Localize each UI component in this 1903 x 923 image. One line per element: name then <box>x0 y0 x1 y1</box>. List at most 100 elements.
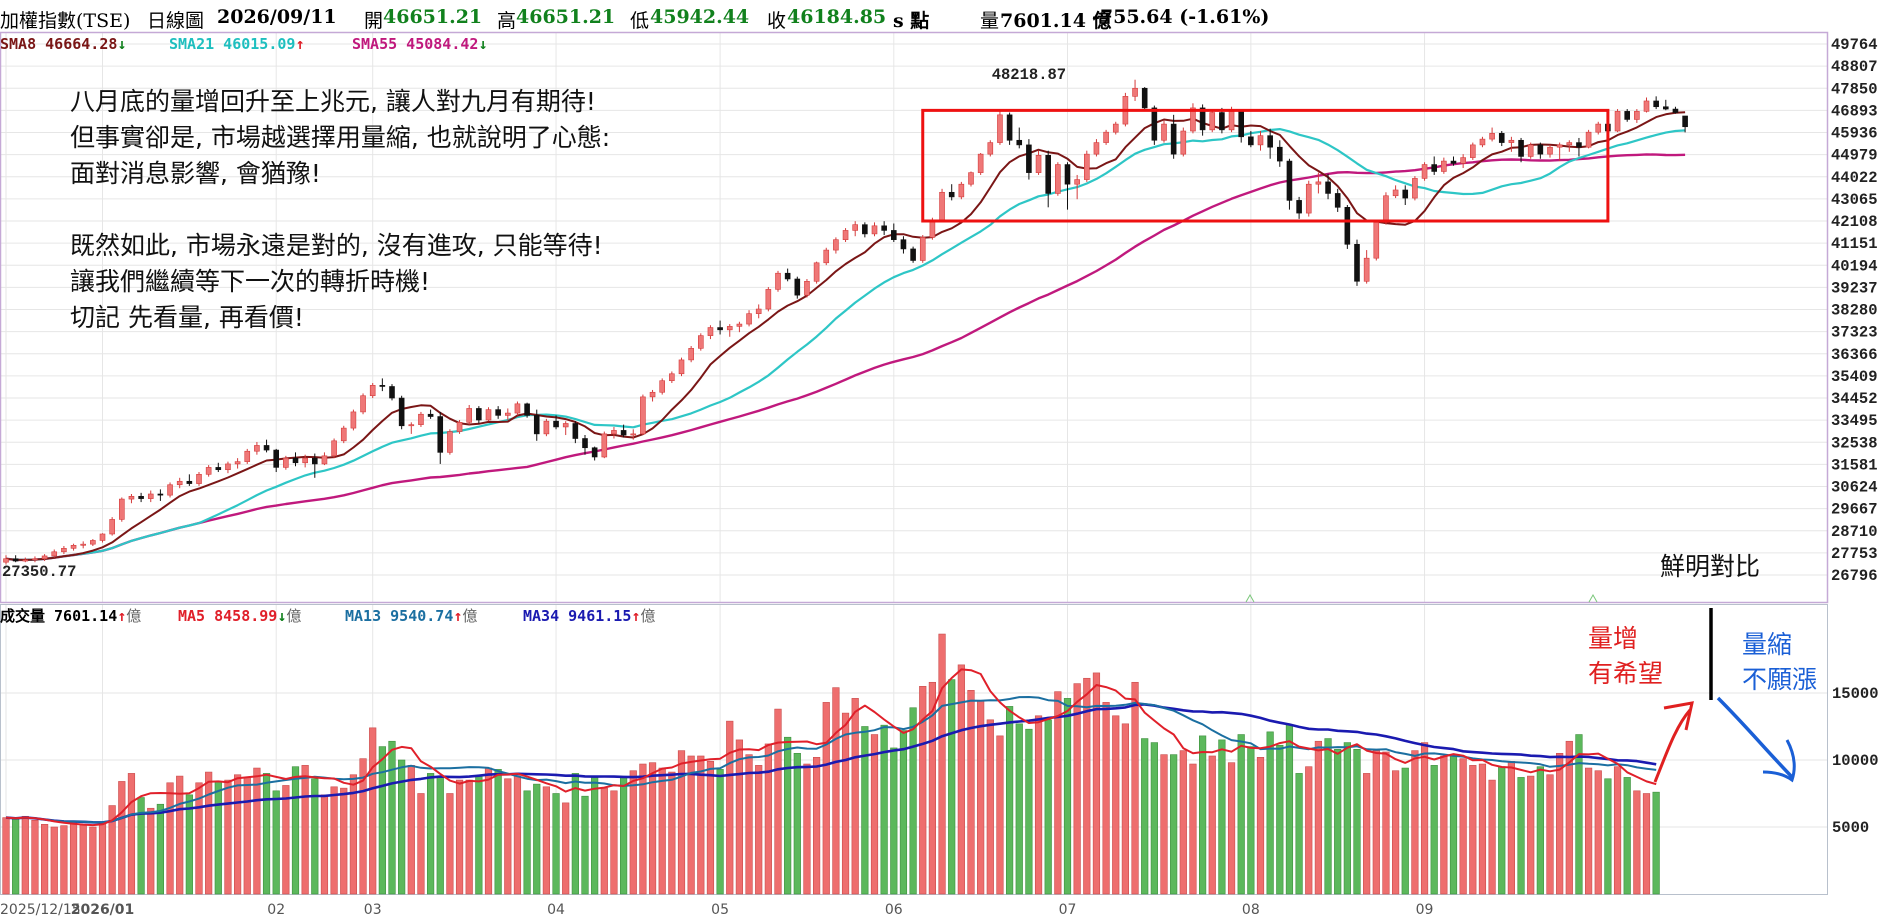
volume-bar <box>523 790 531 895</box>
candle-body <box>582 438 588 449</box>
volume-bar <box>755 765 763 895</box>
date-tick-label: 06 <box>885 902 903 918</box>
candle-body <box>755 308 762 314</box>
candle-body <box>99 533 106 541</box>
candle-body <box>196 474 202 484</box>
volume-bar <box>861 726 869 895</box>
candle-body <box>418 413 424 425</box>
date-tick-label: 2025/12/15 <box>0 902 81 918</box>
volume-bar <box>1025 728 1033 895</box>
volume-bar <box>629 770 637 895</box>
volume-bar <box>407 765 415 895</box>
volume-bar <box>967 690 975 895</box>
candle-body <box>1383 195 1389 223</box>
volume-bar <box>1266 731 1274 895</box>
candle-body <box>1277 146 1283 162</box>
event-marker <box>1588 593 1598 603</box>
price-tick-label: 27753 <box>1831 545 1878 563</box>
candle-body <box>234 461 241 465</box>
volume-bar <box>1285 724 1294 895</box>
candle-body <box>408 424 415 427</box>
volume-bar <box>1054 691 1062 895</box>
volume-bar <box>1401 767 1409 895</box>
candle-body <box>514 403 521 414</box>
low-value: 45942.44 <box>650 6 750 28</box>
candle-body <box>1643 100 1650 112</box>
candle-body <box>90 540 96 545</box>
candle-body <box>3 558 9 563</box>
candle-body <box>1344 207 1351 245</box>
candle-body <box>119 498 125 520</box>
close-value: 46184.85 <box>787 6 887 28</box>
price-legend-item: SMA8 46664.28↓ <box>0 35 126 53</box>
candle-body <box>1093 142 1100 155</box>
candle-body <box>1354 244 1360 282</box>
candle-body <box>128 496 135 500</box>
candle-body <box>1595 123 1602 133</box>
ma34-line <box>5 703 1657 824</box>
volume-bar <box>205 771 213 895</box>
candle-body <box>804 280 810 296</box>
volume-bar <box>330 786 338 895</box>
candle-body <box>398 397 405 427</box>
candle-body <box>726 326 733 331</box>
volume-bar <box>1556 752 1564 895</box>
candle-body <box>572 423 579 439</box>
candle-body <box>890 230 897 240</box>
volume-bar <box>668 771 676 895</box>
candle-body <box>1498 133 1505 143</box>
volume-bar <box>234 774 242 895</box>
volume-bar <box>697 755 705 895</box>
candle-body <box>389 386 395 399</box>
candle-body <box>456 422 463 432</box>
price-tick-label: 41151 <box>1831 235 1878 253</box>
candle-body <box>611 430 617 435</box>
candle-body <box>1305 183 1312 214</box>
volume-bar <box>1121 723 1129 895</box>
annotations: 八月底的量增回升至上兆元, 讓人對九月有期待! 但事實卻是, 市場越選擇用量縮, … <box>2 66 1817 783</box>
range-box <box>921 108 1610 223</box>
volume-bar <box>1411 750 1419 895</box>
volume-bar <box>262 773 271 895</box>
candle-body <box>1064 164 1071 185</box>
candle-body <box>176 480 183 486</box>
candle-body <box>1315 181 1322 185</box>
candle-body <box>1199 107 1206 131</box>
volume-bar <box>986 719 994 895</box>
price-tick-label: 44979 <box>1831 147 1878 165</box>
candle-body <box>1412 178 1418 199</box>
volume-bar <box>851 698 859 895</box>
candle-body <box>1141 87 1148 109</box>
volume-bar <box>1141 738 1149 895</box>
volume-bar <box>513 775 522 895</box>
volume-bar <box>1218 739 1226 895</box>
consolidation-box <box>921 108 1610 223</box>
candle-body <box>244 450 251 462</box>
candle-body <box>1373 222 1380 259</box>
candle-body <box>437 416 444 453</box>
candle-body <box>640 396 646 435</box>
price-tick-label: 47850 <box>1831 80 1878 98</box>
candle-body <box>746 313 752 325</box>
volume-bar <box>1488 779 1496 895</box>
candle-body <box>273 449 280 468</box>
volume-bar <box>784 736 792 895</box>
volume-bar <box>1430 765 1438 895</box>
volume-bar <box>1623 777 1631 895</box>
price-tick-label: 32538 <box>1831 434 1878 452</box>
volume-bar <box>1585 767 1593 895</box>
candle-body <box>919 237 926 261</box>
candle-body <box>1392 189 1399 197</box>
volume-bar <box>1343 742 1351 895</box>
candle-body <box>659 380 666 393</box>
price-tick-label: 31581 <box>1831 456 1878 474</box>
candle-body <box>466 408 473 423</box>
volume-bar <box>388 740 396 895</box>
period-label[interactable]: 日線圖 <box>147 10 205 30</box>
volume-bar <box>291 766 300 895</box>
volume-bar <box>812 757 821 895</box>
candle-body <box>1624 111 1630 120</box>
volume-bar <box>214 781 222 895</box>
candle-body <box>1296 200 1302 214</box>
